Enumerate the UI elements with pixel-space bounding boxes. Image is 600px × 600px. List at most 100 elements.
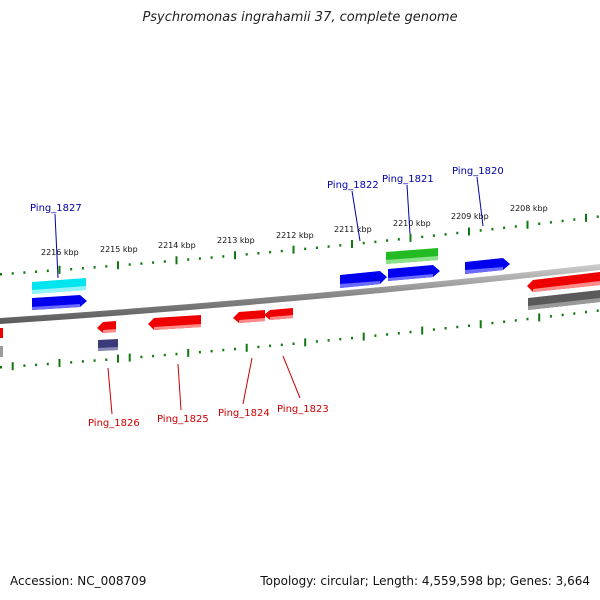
minor-tick: [152, 354, 155, 358]
label-ping-1827: Ping_1827: [30, 203, 82, 214]
gene-ping-1824-shade: [239, 318, 265, 323]
kbp-label-2212: 2212 kbp: [276, 231, 314, 240]
leader-ping-1820: [476, 176, 484, 227]
forward-genes: [32, 248, 600, 310]
major-tick: [304, 338, 307, 347]
label-ping-1826: Ping_1826: [88, 418, 140, 429]
gene-ping-1822-shade: [340, 281, 380, 288]
gene-left-edge-red[interactable]: [0, 328, 3, 338]
leader-ping-1826: [107, 367, 113, 415]
scale-ticks-top: [0, 213, 599, 276]
minor-tick: [397, 238, 400, 241]
minor-tick: [269, 250, 272, 254]
scale-labels: 2216 kbp 2215 kbp 2214 kbp 2213 kbp 2212…: [41, 204, 548, 257]
minor-tick: [140, 355, 143, 359]
major-tick: [538, 313, 541, 322]
minor-tick: [421, 235, 424, 239]
gene-reverse-right[interactable]: [527, 272, 600, 292]
minor-tick: [210, 349, 213, 353]
minor-tick: [386, 239, 389, 242]
leader-ping-1825: [177, 363, 182, 411]
minor-tick: [0, 273, 2, 276]
leader-ping-1823: [282, 355, 301, 399]
minor-tick: [46, 362, 49, 366]
map-title: Psychromonas ingrahamii 37, complete gen…: [142, 10, 458, 25]
label-ping-1820: Ping_1820: [452, 166, 504, 177]
minor-tick: [573, 218, 576, 221]
leader-ping-1827: [54, 213, 59, 279]
minor-tick: [585, 310, 587, 314]
major-tick: [585, 213, 587, 222]
minor-tick: [339, 244, 342, 247]
minor-tick: [187, 258, 190, 261]
minor-tick: [210, 256, 213, 259]
minor-tick: [468, 324, 470, 327]
label-ping-1821: Ping_1821: [382, 174, 434, 185]
minor-tick: [573, 312, 576, 315]
minor-tick: [269, 344, 272, 348]
gene-ping-1826-red-shade: [103, 329, 116, 333]
minor-tick: [479, 229, 482, 232]
minor-tick: [81, 360, 84, 363]
minor-tick: [35, 270, 38, 273]
minor-tick: [70, 361, 73, 364]
minor-tick: [386, 333, 389, 336]
major-tick: [58, 265, 61, 274]
gene-grey-right-shade: [528, 298, 600, 310]
major-tick: [11, 362, 14, 371]
minor-tick: [432, 328, 435, 331]
label-ping-1823: Ping_1823: [277, 404, 329, 415]
gene-ping-1823-shade: [270, 315, 293, 320]
minor-tick: [409, 330, 412, 334]
minor-tick: [491, 227, 494, 231]
major-tick: [175, 256, 178, 265]
minor-tick: [70, 267, 73, 271]
minor-tick: [561, 313, 564, 317]
scale-ticks-bottom: [0, 309, 599, 371]
leader-ping-1822: [351, 190, 361, 242]
label-ping-1822: Ping_1822: [327, 180, 379, 191]
minor-tick: [315, 340, 318, 343]
major-tick: [58, 358, 61, 367]
minor-tick: [549, 315, 552, 318]
kbp-label-2211: 2211 kbp: [334, 225, 372, 234]
minor-tick: [538, 222, 541, 225]
gene-ping-1821-shade: [388, 274, 433, 281]
minor-tick: [23, 271, 26, 274]
minor-tick: [11, 272, 14, 275]
kbp-label-2213: 2213 kbp: [217, 236, 255, 245]
minor-tick: [198, 257, 201, 260]
major-tick: [351, 240, 353, 248]
minor-tick: [503, 320, 506, 323]
major-tick: [128, 353, 131, 362]
accession-text: Accession: NC_008709: [10, 574, 147, 588]
gene-left-edge-grey[interactable]: [0, 346, 3, 357]
minor-tick: [491, 321, 494, 325]
kbp-label-2215: 2215 kbp: [100, 245, 138, 254]
minor-tick: [374, 240, 377, 244]
minor-tick: [152, 261, 155, 264]
minor-tick: [35, 363, 38, 367]
minor-tick: [105, 358, 108, 361]
minor-tick: [327, 245, 330, 248]
minor-tick: [444, 233, 447, 236]
leader-ping-1824: [242, 357, 253, 405]
minor-tick: [0, 366, 2, 369]
genome-backbone: [0, 264, 600, 324]
minor-tick: [351, 336, 353, 340]
minor-tick: [432, 234, 435, 237]
major-tick: [526, 220, 529, 229]
major-tick: [117, 261, 119, 270]
minor-tick: [503, 226, 506, 229]
label-ping-1824: Ping_1824: [218, 408, 270, 419]
kbp-label-2216: 2216 kbp: [41, 248, 79, 257]
minor-tick: [163, 260, 166, 263]
minor-tick: [304, 247, 307, 251]
major-tick: [187, 348, 190, 357]
minor-tick: [280, 343, 283, 347]
minor-tick: [362, 241, 365, 245]
gene-ping-1825-shade: [154, 324, 201, 330]
reverse-genes: [0, 308, 293, 357]
minor-tick: [105, 265, 108, 268]
